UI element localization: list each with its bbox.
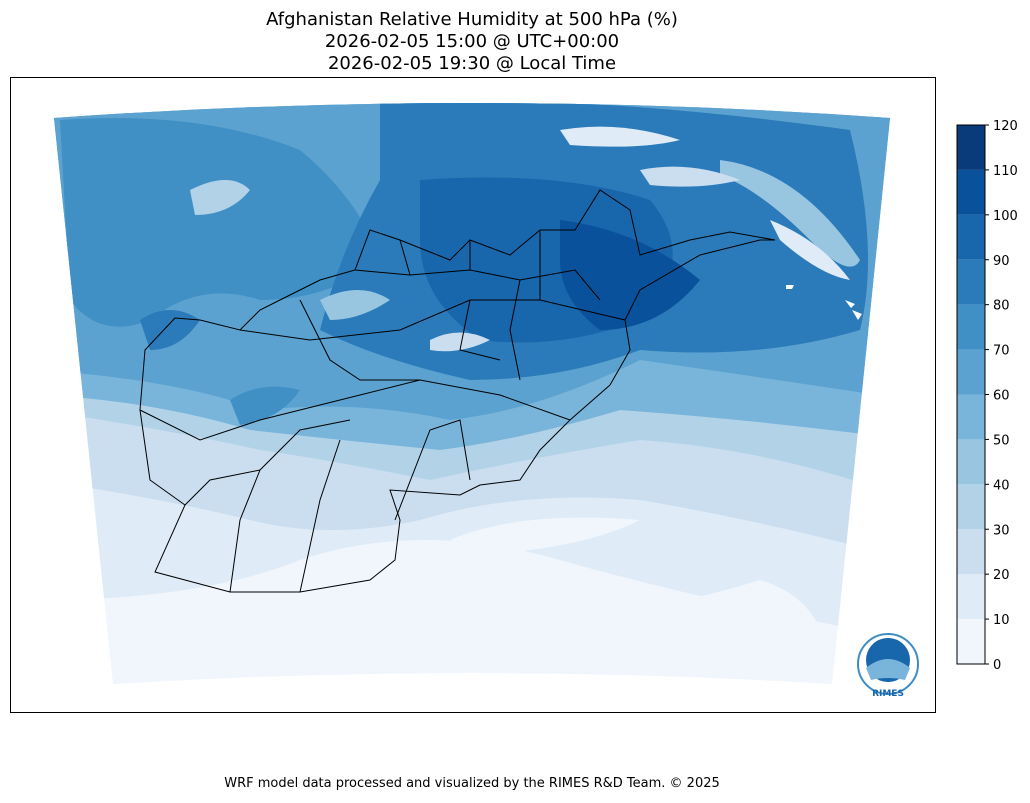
- colorbar-tick-label: 110: [993, 164, 1018, 179]
- title-line: 2026-02-05 19:30 @ Local Time: [328, 53, 616, 74]
- title-line: 2026-02-05 15:00 @ UTC+00:00: [325, 31, 619, 52]
- colorbar-band: [957, 394, 985, 440]
- colorbar-tick-label: 0: [993, 658, 1001, 673]
- colorbar-band: [957, 125, 985, 170]
- colorbar-band: [957, 484, 985, 530]
- footer: WRF model data processed and visualized …: [224, 776, 720, 791]
- humidity-field: [54, 103, 890, 684]
- colorbar-band: [957, 529, 985, 575]
- colorbar-tick-label: 50: [993, 433, 1010, 448]
- colorbar-band: [957, 259, 985, 305]
- colorbar-tick-label: 80: [993, 299, 1010, 314]
- logo: RIMES: [857, 633, 919, 699]
- colorbar-band: [957, 169, 985, 215]
- colorbar: 0 10 20 30 40 50 60 70 80 90 100 110 120: [956, 119, 1018, 673]
- colorbar-tick-label: 60: [993, 389, 1010, 404]
- colorbar-tick-label: 100: [993, 209, 1018, 224]
- colorbar-tick-label: 20: [993, 568, 1010, 583]
- colorbar-band: [957, 574, 985, 620]
- map-frame: [10, 77, 936, 713]
- title-line: Afghanistan Relative Humidity at 500 hPa…: [266, 9, 678, 30]
- colorbar-band: [957, 214, 985, 260]
- colorbar-tick-label: 40: [993, 478, 1010, 493]
- colorbar-tick-label: 30: [993, 523, 1010, 538]
- colorbar-tick-label: 70: [993, 344, 1010, 359]
- colorbar-band: [957, 349, 985, 395]
- logo-text: RIMES: [872, 689, 904, 699]
- borders: [139, 189, 776, 593]
- colorbar-tick-label: 10: [993, 613, 1010, 628]
- colorbar-tick-label: 90: [993, 254, 1010, 269]
- colorbar-band: [957, 439, 985, 485]
- colorbar-tick-label: 120: [993, 119, 1018, 134]
- colorbar-band: [957, 619, 985, 664]
- colorbar-band: [957, 304, 985, 350]
